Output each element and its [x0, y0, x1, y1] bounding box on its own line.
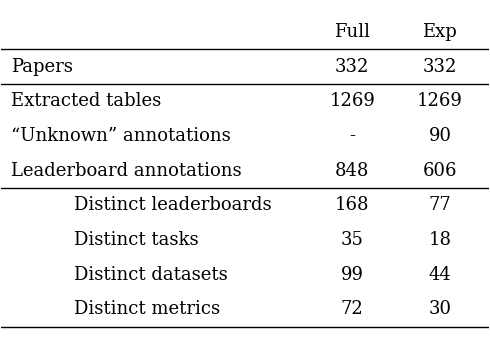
Text: 168: 168	[335, 196, 369, 214]
Text: Distinct metrics: Distinct metrics	[74, 300, 220, 318]
Text: 72: 72	[341, 300, 364, 318]
Text: 332: 332	[423, 58, 457, 76]
Text: “Unknown” annotations: “Unknown” annotations	[11, 127, 231, 145]
Text: Full: Full	[334, 23, 370, 41]
Text: Exp: Exp	[422, 23, 457, 41]
Text: Distinct leaderboards: Distinct leaderboards	[74, 196, 272, 214]
Text: Extracted tables: Extracted tables	[11, 92, 161, 111]
Text: 1269: 1269	[329, 92, 375, 111]
Text: -: -	[349, 127, 355, 145]
Text: Distinct tasks: Distinct tasks	[74, 231, 199, 249]
Text: 606: 606	[423, 162, 457, 180]
Text: 99: 99	[341, 266, 364, 284]
Text: 30: 30	[428, 300, 451, 318]
Text: 90: 90	[428, 127, 451, 145]
Text: 44: 44	[429, 266, 451, 284]
Text: 332: 332	[335, 58, 369, 76]
Text: 848: 848	[335, 162, 369, 180]
Text: Leaderboard annotations: Leaderboard annotations	[11, 162, 242, 180]
Text: 77: 77	[429, 196, 451, 214]
Text: Distinct datasets: Distinct datasets	[74, 266, 228, 284]
Text: 18: 18	[428, 231, 451, 249]
Text: 35: 35	[341, 231, 364, 249]
Text: Papers: Papers	[11, 58, 73, 76]
Text: 1269: 1269	[417, 92, 463, 111]
